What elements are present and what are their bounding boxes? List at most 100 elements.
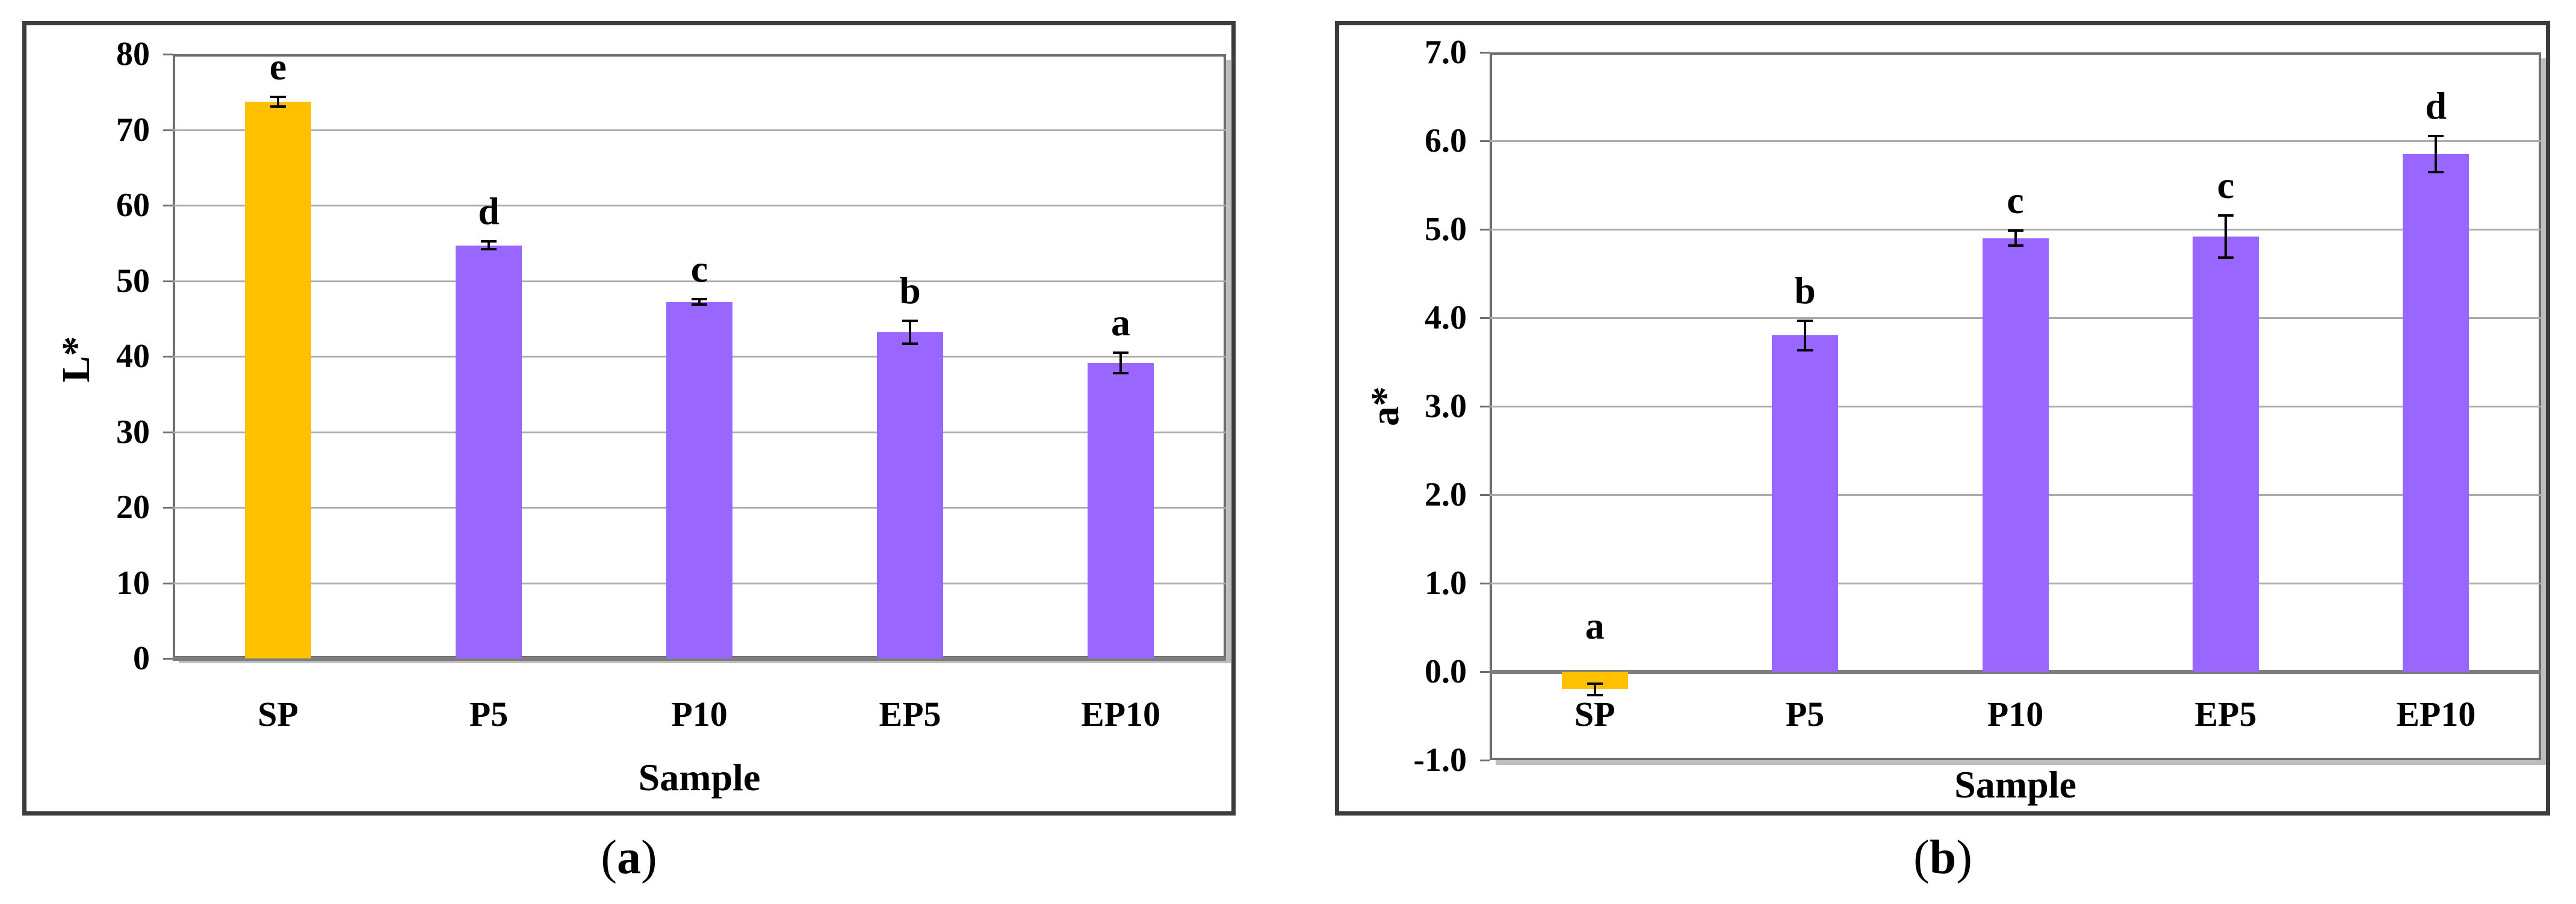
error-bar-line <box>1593 682 1596 697</box>
y-tick-label: 7.0 <box>1425 34 1467 71</box>
error-bar-cap-top <box>481 240 497 243</box>
y-tick-label: 30 <box>116 413 150 451</box>
bar-sp <box>245 102 311 658</box>
error-bar <box>2007 229 2023 247</box>
error-bar-cap-top <box>270 96 286 99</box>
caption-letter-b: b <box>1929 831 1957 884</box>
error-bar-cap-top <box>902 319 918 322</box>
error-bar-line <box>2014 229 2017 247</box>
x-category-label-sp: SP <box>1574 695 1615 734</box>
error-bar-cap-bottom <box>2007 244 2023 247</box>
error-bar-cap-top <box>1797 319 1813 322</box>
bar-p10 <box>1982 238 2049 672</box>
y-tick-label: 20 <box>116 489 150 526</box>
panel-b-caption: (b) <box>1822 826 2063 889</box>
y-tick-label: 3.0 <box>1425 388 1467 425</box>
y-tick-mark <box>1480 760 1490 761</box>
category-axis-line <box>173 657 1226 661</box>
error-bar <box>481 240 497 251</box>
error-bar-cap-bottom <box>902 342 918 345</box>
x-axis-title-b: Sample <box>1954 763 2076 806</box>
bar-p10 <box>666 302 732 658</box>
x-category-label-p10: P10 <box>1987 695 2044 734</box>
y-tick-mark <box>163 280 173 282</box>
y-tick-mark <box>163 658 173 660</box>
y-tick-mark <box>1480 406 1490 407</box>
y-tick-mark <box>163 582 173 584</box>
error-bar-line <box>698 298 701 306</box>
error-bar-cap-bottom <box>1113 372 1129 375</box>
y-tick-mark <box>1480 317 1490 319</box>
y-tick-mark <box>163 507 173 509</box>
y-tick-label: 70 <box>116 111 150 149</box>
significance-letter: c <box>690 247 708 291</box>
error-bar <box>2428 134 2444 174</box>
bar-ep5 <box>2192 236 2259 672</box>
error-bar-cap-top <box>1113 351 1129 354</box>
error-bar-line <box>1804 319 1807 351</box>
error-bar-cap-top <box>2217 214 2234 217</box>
caption-paren-open: ( <box>1913 831 1930 884</box>
caption-paren-close: ) <box>641 831 657 884</box>
bar-ep10 <box>1088 363 1154 658</box>
y-tick-label: 80 <box>116 36 150 73</box>
error-bar-cap-bottom <box>2217 256 2234 259</box>
error-bar-cap-bottom <box>692 303 707 306</box>
x-category-label-p10: P10 <box>671 695 728 734</box>
significance-letter: b <box>899 268 921 312</box>
y-tick-label: 5.0 <box>1425 211 1467 248</box>
y-tick-mark <box>1480 494 1490 496</box>
bar-p5 <box>456 245 522 658</box>
error-bar-line <box>2435 134 2438 174</box>
y-tick-label: -1.0 <box>1413 741 1467 779</box>
x-category-label-p5: P5 <box>469 695 509 734</box>
significance-letter: c <box>2217 164 2235 206</box>
y-tick-mark <box>163 205 173 206</box>
y-tick-mark <box>163 54 173 55</box>
error-bar-cap-bottom <box>2428 171 2444 174</box>
x-category-label-sp: SP <box>258 695 299 734</box>
error-bar <box>2217 214 2234 259</box>
x-category-label-ep10: EP10 <box>1080 695 1161 734</box>
chart-panel-a: L* Sample 0 10 20 30 40 50 60 70 80 e SP d P5 c P10 b EP… <box>22 21 1236 816</box>
y-gridline <box>1490 140 2541 142</box>
y-tick-mark <box>1480 52 1490 54</box>
error-bar-cap-top <box>2428 134 2444 137</box>
y-tick-label: 0.0 <box>1425 653 1467 690</box>
category-axis-line <box>1490 670 2541 674</box>
significance-letter: c <box>2007 179 2024 221</box>
y-tick-mark <box>1480 140 1490 142</box>
x-category-label-ep5: EP5 <box>879 695 941 734</box>
error-bar-line <box>277 96 279 108</box>
caption-paren-open: ( <box>601 831 617 884</box>
error-bar <box>1797 319 1813 351</box>
error-bar-cap-top <box>1587 682 1603 685</box>
y-tick-mark <box>1480 583 1490 584</box>
x-category-label-p5: P5 <box>1785 695 1825 734</box>
error-bar-cap-bottom <box>1797 348 1813 351</box>
bar-p5 <box>1772 335 1839 672</box>
error-bar-cap-bottom <box>481 248 497 251</box>
significance-letter: d <box>478 189 500 232</box>
error-bar-line <box>1119 351 1122 375</box>
error-bar-line <box>909 319 911 345</box>
y-tick-label: 2.0 <box>1425 476 1467 513</box>
error-bar <box>1113 351 1129 375</box>
y-gridline <box>173 280 1226 282</box>
y-tick-label: 0 <box>133 640 150 677</box>
caption-letter-a: a <box>617 831 641 884</box>
y-tick-mark <box>163 431 173 433</box>
significance-letter: b <box>1794 268 1816 312</box>
y-tick-mark <box>163 356 173 358</box>
x-category-label-ep5: EP5 <box>2194 695 2257 734</box>
y-tick-label: 40 <box>116 338 150 375</box>
error-bar <box>1587 682 1603 697</box>
y-tick-mark <box>1480 229 1490 231</box>
x-axis-title-a: Sample <box>638 756 761 799</box>
x-category-label-ep10: EP10 <box>2396 695 2476 734</box>
error-bar-line <box>488 240 490 251</box>
y-tick-label: 50 <box>116 262 150 300</box>
y-gridline <box>173 205 1226 206</box>
error-bar <box>270 96 286 108</box>
significance-letter: a <box>1111 301 1130 344</box>
